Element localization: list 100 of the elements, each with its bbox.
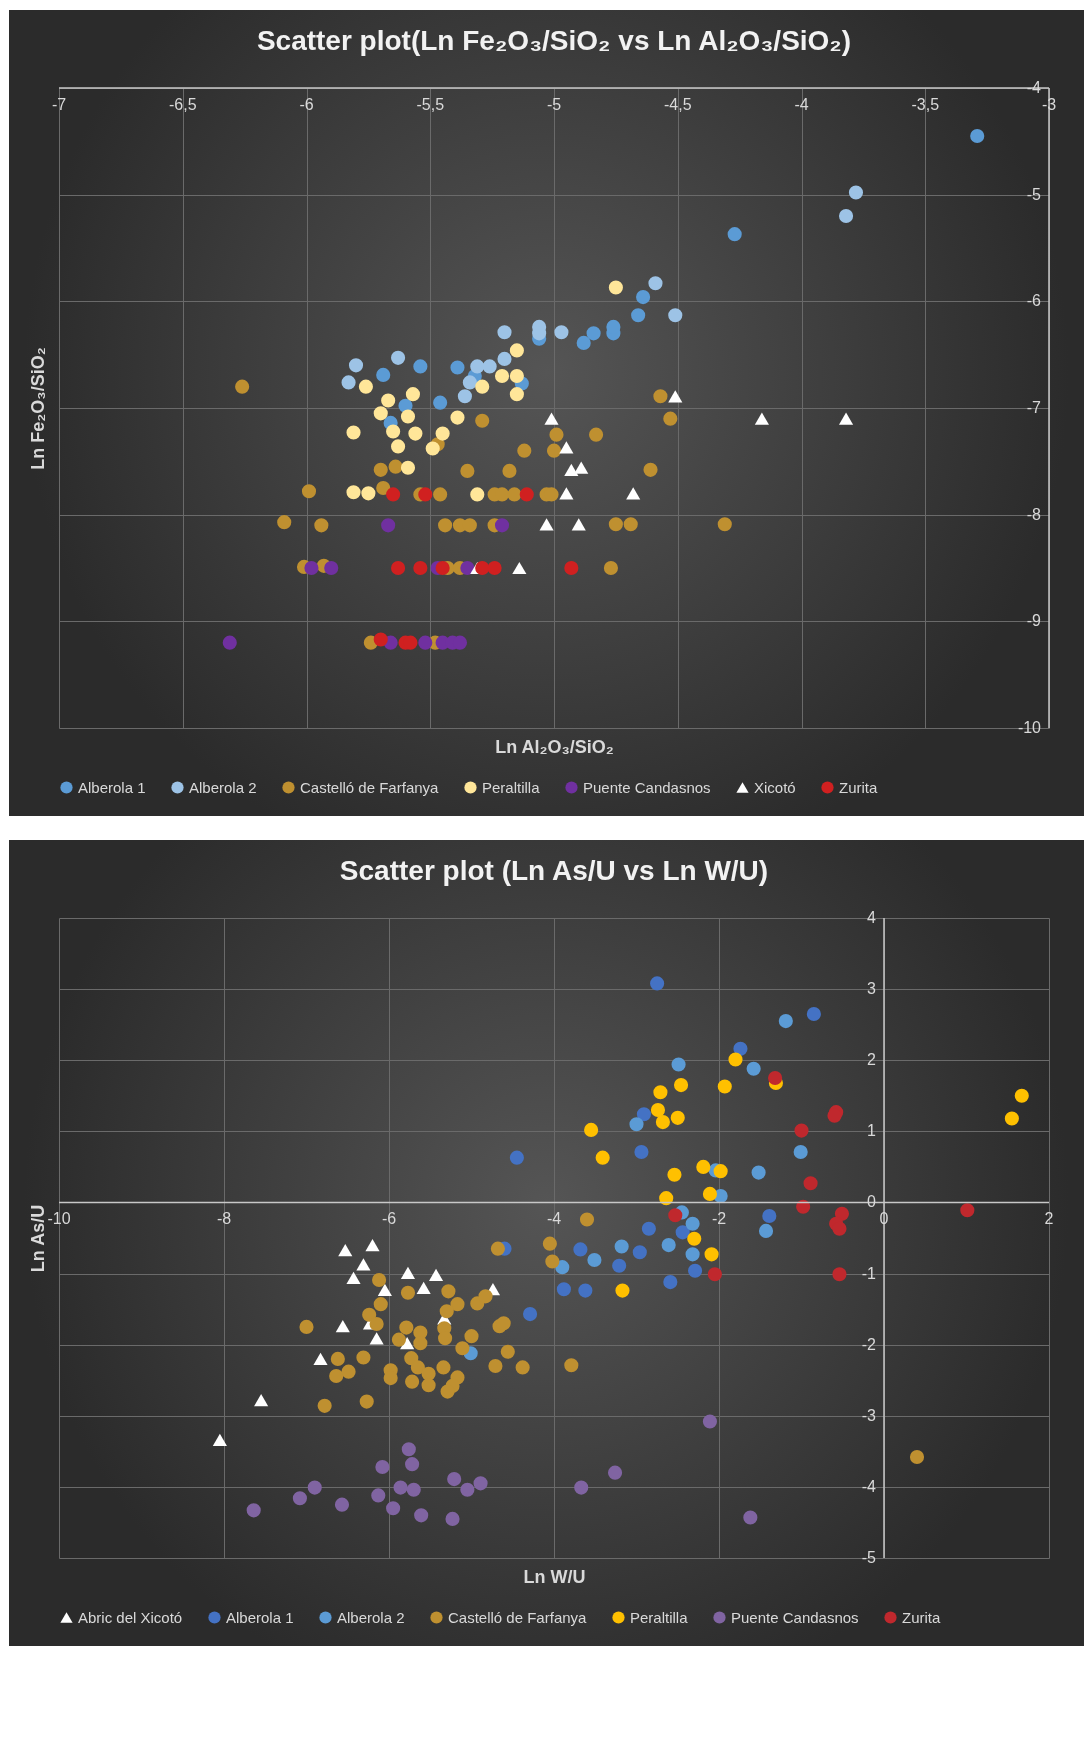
point (634, 1144, 649, 1160)
point (405, 1374, 420, 1389)
point (554, 325, 569, 340)
point (359, 1394, 374, 1409)
point (246, 1503, 261, 1518)
y-tick-label: -7 (1026, 399, 1042, 416)
point (373, 406, 388, 421)
point (576, 335, 591, 350)
point (361, 486, 376, 501)
point (330, 1351, 345, 1366)
legend-label: Castelló de Farfanya (300, 778, 440, 796)
point (500, 1344, 515, 1359)
point (650, 976, 665, 991)
point (254, 1394, 269, 1407)
y-tick-label: -9 (1026, 612, 1042, 630)
point (696, 1159, 711, 1174)
point (762, 1208, 777, 1224)
point (497, 351, 512, 366)
point (470, 487, 485, 502)
point (960, 1203, 975, 1218)
point (212, 1433, 227, 1447)
point (970, 128, 985, 144)
point (754, 412, 769, 425)
point (433, 487, 448, 502)
x-tick-label: 2 (1044, 1210, 1054, 1228)
point (648, 276, 663, 291)
point (324, 560, 339, 576)
legend-label: Alberola 2 (337, 1608, 405, 1626)
legend-label: Zurita (902, 1608, 941, 1626)
y-tick-label: -8 (1026, 505, 1042, 523)
point (386, 1501, 401, 1516)
point (317, 1398, 332, 1413)
point (1014, 1088, 1029, 1103)
legend-label: Alberola 1 (226, 1608, 294, 1626)
point (358, 379, 373, 394)
y-tick-label: 3 (867, 980, 877, 998)
point (371, 1488, 386, 1503)
point (653, 389, 668, 404)
point (488, 1358, 503, 1374)
point (509, 387, 524, 402)
point (490, 1241, 505, 1256)
point (559, 487, 574, 500)
point (614, 1239, 629, 1254)
point (668, 1208, 683, 1223)
point (778, 1014, 793, 1029)
point (447, 1472, 462, 1487)
point (643, 462, 658, 477)
point (615, 1283, 630, 1298)
point (487, 560, 502, 576)
point (399, 1320, 414, 1335)
point (653, 1085, 668, 1100)
point (832, 1267, 847, 1282)
point (391, 1332, 406, 1347)
point (519, 487, 534, 502)
point (401, 1442, 416, 1457)
point (702, 1186, 717, 1201)
point (299, 1319, 314, 1334)
point (314, 518, 329, 533)
chart-title: Scatter plot(Ln Fe₂O₃/SiO₂ vs Ln Al₂O₃/SiO₂) (256, 25, 852, 56)
y-axis-title: Ln As/U (27, 1204, 48, 1273)
point (687, 1231, 702, 1246)
point (304, 560, 319, 576)
point (751, 1165, 766, 1180)
point (373, 1297, 388, 1312)
point (728, 1052, 743, 1067)
x-tick-label: -5 (546, 96, 562, 113)
point (685, 1247, 700, 1262)
point (341, 375, 356, 390)
point (460, 560, 475, 576)
point (362, 1307, 377, 1322)
y-tick-label: -10 (1017, 719, 1042, 736)
point (574, 461, 589, 474)
point (393, 1480, 408, 1495)
point (372, 1272, 387, 1288)
point (623, 517, 638, 532)
point (391, 350, 406, 365)
point (439, 1304, 454, 1319)
point (475, 413, 490, 428)
point (564, 463, 579, 476)
legend-label: Castelló de Farfanya (448, 1608, 588, 1626)
point (589, 427, 604, 442)
point (460, 1482, 475, 1497)
point (438, 518, 453, 533)
point (587, 1252, 602, 1268)
point (545, 1254, 560, 1269)
point (834, 1206, 849, 1221)
point (509, 1150, 524, 1165)
point (832, 1221, 847, 1236)
point (457, 389, 472, 404)
legend-label: Zurita (839, 778, 878, 796)
point (341, 1364, 356, 1379)
legend-label: Peraltilla (482, 778, 541, 796)
point (796, 1199, 811, 1214)
point (539, 518, 554, 531)
point (406, 1482, 421, 1497)
x-axis-title: Ln W/U (523, 1566, 586, 1587)
point (746, 1061, 761, 1076)
y-axis-title: Ln Fe₂O₃/SiO₂ (27, 347, 48, 470)
point (464, 1329, 479, 1344)
point (375, 1459, 390, 1475)
